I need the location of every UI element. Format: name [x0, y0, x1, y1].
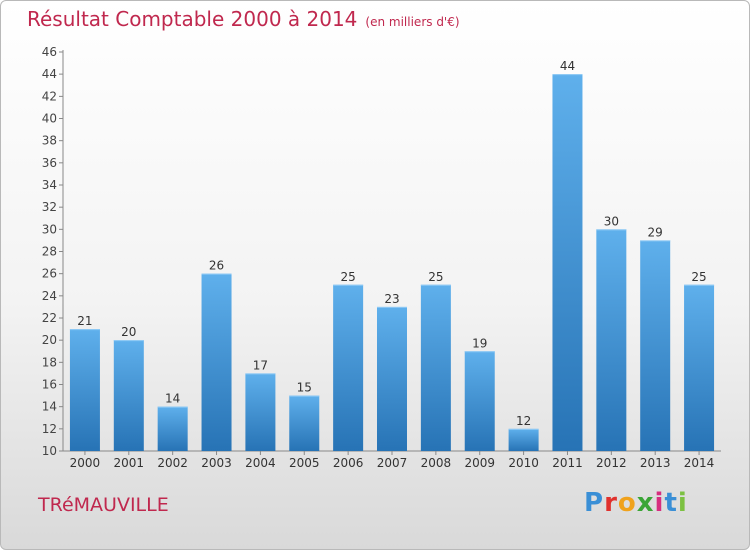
x-tick-label: 2005: [289, 456, 320, 470]
bar: [245, 373, 276, 451]
y-tick-label: 16: [42, 378, 57, 392]
bar-value-label: 20: [121, 325, 136, 339]
bar: [201, 273, 232, 451]
bar-value-label: 25: [691, 270, 706, 284]
y-tick-label: 22: [42, 311, 57, 325]
logo-letter: r: [604, 488, 618, 518]
bar-value-label: 14: [165, 392, 180, 406]
logo-letter: i: [654, 488, 665, 518]
x-tick-label: 2003: [201, 456, 232, 470]
y-tick-label: 44: [42, 67, 57, 81]
bar: [684, 284, 715, 451]
y-tick-label: 12: [42, 422, 57, 436]
commune-name: TRéMAUVILLE: [38, 494, 169, 516]
bar: [464, 351, 495, 451]
bar: [113, 340, 144, 451]
chart-subtitle: (en milliers d'€): [365, 15, 460, 29]
bar: [640, 240, 671, 451]
y-tick-label: 32: [42, 200, 57, 214]
bar-value-label: 25: [340, 270, 355, 284]
bar-value-label: 26: [209, 259, 224, 273]
x-tick-label: 2011: [552, 456, 583, 470]
bar: [552, 74, 583, 452]
bar: [596, 229, 627, 451]
bar: [420, 284, 451, 451]
logo-letter: i: [677, 488, 688, 518]
x-tick-label: 2009: [464, 456, 495, 470]
bar-value-label: 30: [604, 214, 619, 228]
bar-value-label: 15: [297, 381, 312, 395]
x-tick-label: 2002: [157, 456, 188, 470]
y-tick-label: 26: [42, 267, 57, 281]
bar: [289, 395, 320, 451]
bar-value-label: 44: [560, 59, 575, 73]
logo-letter: t: [664, 488, 678, 518]
proxiti-logo: Proxiti: [584, 488, 688, 518]
bar-value-label: 21: [77, 314, 92, 328]
x-tick-label: 2007: [377, 456, 408, 470]
y-tick-label: 24: [42, 289, 57, 303]
bar: [69, 329, 100, 451]
x-tick-label: 2006: [333, 456, 364, 470]
logo-letter: o: [617, 488, 637, 518]
x-tick-label: 2012: [596, 456, 627, 470]
bar-value-label: 17: [253, 358, 268, 372]
y-tick-label: 46: [42, 45, 57, 59]
chart-title-text: Résultat Comptable 2000 à 2014: [27, 7, 358, 31]
chart-title: Résultat Comptable 2000 à 2014 (en millie…: [27, 7, 460, 31]
y-tick-label: 38: [42, 134, 57, 148]
y-tick-label: 42: [42, 89, 57, 103]
logo-letter: P: [584, 488, 605, 518]
bar-value-label: 12: [516, 414, 531, 428]
x-tick-label: 2008: [421, 456, 452, 470]
y-tick-label: 40: [42, 112, 57, 126]
bar-value-label: 23: [384, 292, 399, 306]
y-tick-label: 34: [42, 178, 57, 192]
bar: [157, 406, 188, 451]
y-tick-label: 30: [42, 222, 57, 236]
bar-value-label: 25: [428, 270, 443, 284]
bar-value-label: 19: [472, 336, 487, 350]
y-tick-label: 20: [42, 333, 57, 347]
y-tick-label: 28: [42, 245, 57, 259]
x-tick-label: 2001: [114, 456, 145, 470]
bar: [377, 306, 407, 451]
x-tick-label: 2013: [640, 456, 671, 470]
y-tick-label: 10: [42, 444, 57, 458]
x-tick-label: 2004: [245, 456, 276, 470]
x-tick-label: 2014: [684, 456, 715, 470]
bar-value-label: 29: [648, 225, 663, 239]
x-tick-label: 2010: [508, 456, 539, 470]
x-tick-label: 2000: [70, 456, 101, 470]
y-tick-label: 18: [42, 355, 57, 369]
logo-letter: x: [636, 488, 655, 518]
y-tick-label: 14: [42, 400, 57, 414]
bar: [508, 428, 539, 451]
y-tick-label: 36: [42, 156, 57, 170]
bar: [333, 284, 364, 451]
